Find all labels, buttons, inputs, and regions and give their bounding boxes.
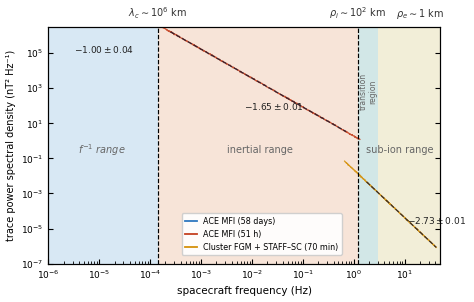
Bar: [378, 27, 440, 264]
Bar: [48, 27, 158, 264]
Text: $\rho_i \sim 10^2$ km: $\rho_i \sim 10^2$ km: [329, 5, 386, 21]
Text: $-2.73\pm0.01$: $-2.73\pm0.01$: [407, 214, 466, 226]
Text: sub-ion range: sub-ion range: [366, 145, 433, 155]
Text: $\rho_e \sim 1$ km: $\rho_e \sim 1$ km: [396, 7, 444, 21]
Text: $-1.65\pm0.01$: $-1.65\pm0.01$: [244, 101, 304, 111]
Text: transition
region: transition region: [358, 73, 378, 110]
X-axis label: spacecraft frequency (Hz): spacecraft frequency (Hz): [177, 286, 312, 297]
Legend: ACE MFI (58 days), ACE MFI (51 h), Cluster FGM + STAFF–SC (70 min): ACE MFI (58 days), ACE MFI (51 h), Clust…: [182, 214, 342, 255]
Bar: [358, 27, 378, 264]
Text: inertial range: inertial range: [227, 145, 292, 155]
Text: $\lambda_c \sim 10^6$ km: $\lambda_c \sim 10^6$ km: [128, 6, 187, 21]
Bar: [158, 27, 358, 264]
Y-axis label: trace power spectral density (nT² Hz⁻¹): trace power spectral density (nT² Hz⁻¹): [6, 50, 16, 241]
Text: $-1.00\pm0.04$: $-1.00\pm0.04$: [74, 44, 134, 56]
Text: $f^{-1}$ range: $f^{-1}$ range: [78, 142, 126, 158]
